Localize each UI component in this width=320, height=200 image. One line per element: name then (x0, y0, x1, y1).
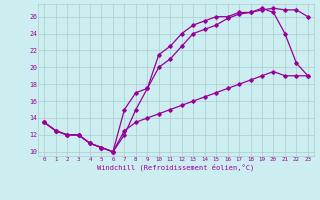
X-axis label: Windchill (Refroidissement éolien,°C): Windchill (Refroidissement éolien,°C) (97, 164, 255, 171)
